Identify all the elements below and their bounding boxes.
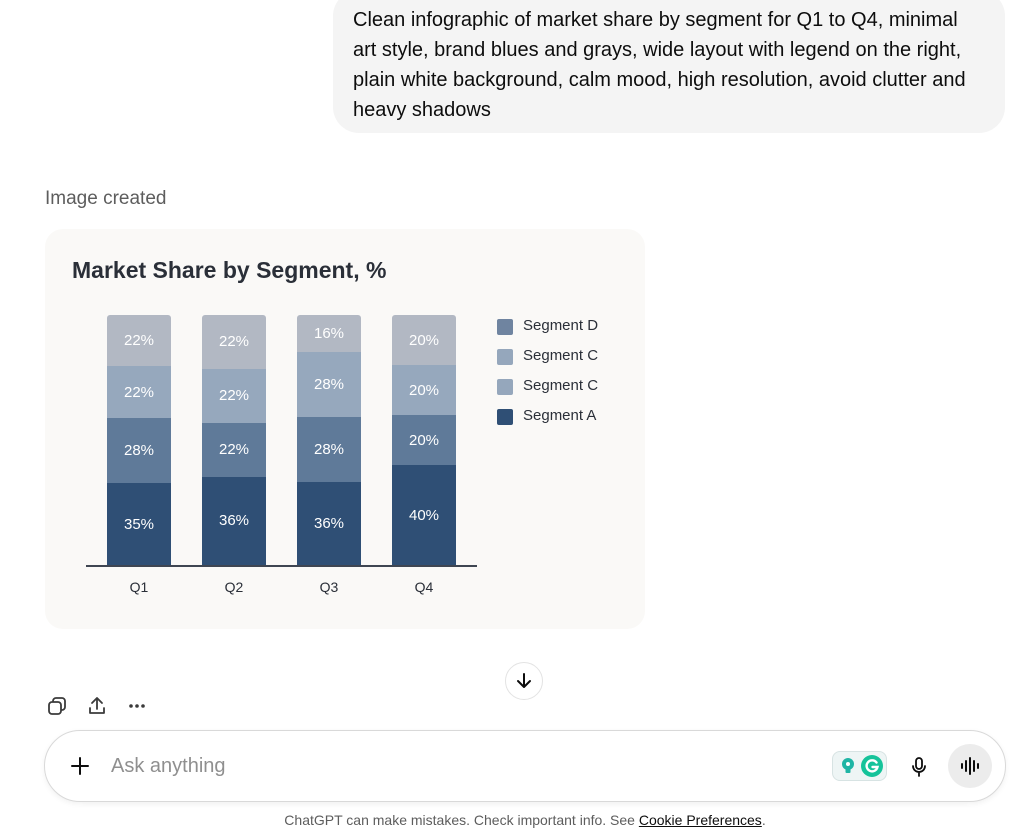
legend-swatch (497, 409, 513, 425)
dictate-button[interactable] (903, 751, 935, 783)
bar-segment: 35% (107, 483, 171, 565)
bar-value-label: 28% (313, 440, 345, 458)
bar-value-label: 20% (408, 331, 440, 349)
user-message-line: art style, brand blues and grays, wide l… (353, 39, 962, 61)
bar-value-label: 22% (123, 383, 155, 401)
extension-badges[interactable] (832, 751, 887, 781)
bar-segment: 36% (202, 476, 266, 565)
disclaimer-text: ChatGPT can make mistakes. Check importa… (284, 812, 635, 828)
bulb-extension-icon (842, 758, 854, 773)
voice-mode-button[interactable] (948, 744, 992, 788)
share-icon (89, 697, 105, 714)
bar-segment: 28% (297, 416, 361, 482)
add-attachment-button[interactable] (65, 751, 95, 781)
user-message-line: plain white background, calm mood, high … (353, 69, 966, 91)
share-button[interactable] (84, 693, 110, 719)
user-message: Clean infographic of market share by seg… (333, 0, 1005, 133)
copy-button[interactable] (44, 693, 70, 719)
prompt-input[interactable] (111, 752, 711, 780)
bar-segment: 28% (297, 352, 361, 417)
bar-segment: 20% (392, 365, 456, 415)
x-tick-label: Q3 (319, 579, 339, 595)
bar-segment: 22% (202, 422, 266, 477)
bar-value-label: 28% (123, 442, 155, 459)
generated-image[interactable]: Market Share by Segment, % 35% 28% 22% 22% 3… (45, 229, 645, 629)
bar-segment: 22% (107, 315, 171, 367)
legend-label: Segment C (523, 347, 599, 364)
plus-icon (71, 757, 89, 775)
bar-value-label: 22% (218, 387, 250, 405)
user-message-line: Clean infographic of market share by seg… (353, 9, 958, 31)
x-tick-label: Q1 (129, 579, 149, 595)
legend-label: Segment C (523, 377, 599, 394)
bar-segment: 22% (107, 366, 171, 418)
copy-icon (48, 697, 66, 715)
bar-segment: 22% (202, 315, 266, 369)
mic-icon (912, 757, 926, 777)
image-created-label: Image created (45, 188, 167, 209)
legend-label: Segment D (523, 317, 599, 334)
voice-mode-icon (961, 757, 979, 775)
legend-label: Segment A (523, 407, 597, 424)
cookie-preferences-link[interactable]: Cookie Preferences (638, 812, 762, 828)
bar-value-label: 22% (123, 332, 155, 350)
bar-value-label: 16% (313, 325, 345, 343)
bar-segment: 20% (392, 315, 456, 365)
x-tick-label: Q2 (224, 579, 244, 595)
x-tick-label: Q4 (414, 579, 434, 595)
x-axis-line (86, 565, 477, 567)
bar-value-label: 35% (123, 515, 155, 533)
bar-value-label: 36% (313, 514, 345, 532)
arrow-down-icon (517, 673, 531, 688)
legend-swatch (497, 379, 513, 395)
bar-segment: 28% (107, 417, 171, 484)
grammarly-icon (861, 755, 883, 777)
bar-value-label: 40% (408, 506, 440, 524)
bar-segment: 22% (202, 368, 266, 423)
user-message-line: heavy shadows (353, 99, 491, 121)
disclaimer: ChatGPT can make mistakes. Check importa… (0, 812, 1020, 828)
bar-segment: 36% (297, 481, 361, 565)
disclaimer-period: . (761, 812, 766, 828)
more-button[interactable] (124, 693, 150, 719)
legend-swatch (497, 349, 513, 365)
more-icon (129, 704, 145, 708)
bar-value-label: 22% (218, 441, 250, 459)
bar-segment: 16% (297, 315, 361, 353)
bar-value-label: 20% (408, 431, 440, 449)
chart-title: Market Share by Segment, % (72, 257, 387, 283)
bar-value-label: 22% (218, 333, 250, 351)
composer (44, 730, 1006, 802)
scroll-down-button[interactable] (505, 662, 543, 700)
bar-segment: 20% (392, 415, 456, 465)
bar-value-label: 28% (313, 375, 345, 393)
bar-value-label: 36% (218, 512, 250, 530)
legend-swatch (497, 319, 513, 335)
bar-segment: 40% (392, 465, 456, 565)
bar-value-label: 20% (408, 381, 440, 399)
